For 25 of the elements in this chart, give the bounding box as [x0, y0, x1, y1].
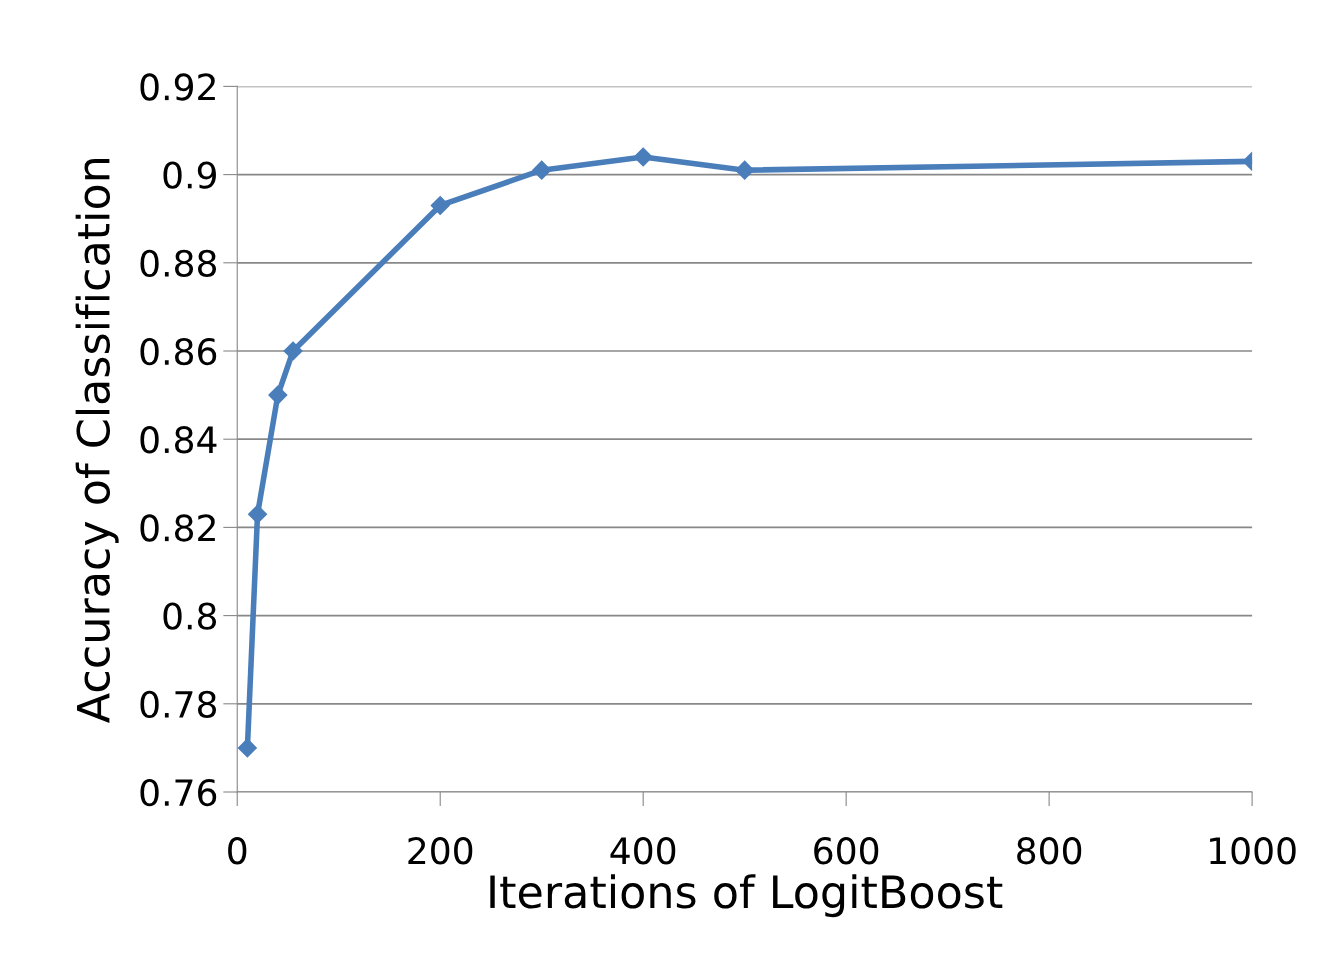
y-tick-label: 0.76	[140, 778, 217, 807]
x-tick-label: 400	[610, 837, 676, 865]
y-tick-label: 0.78	[140, 690, 217, 719]
y-tick-label: 0.9	[163, 161, 216, 189]
x-tick-label: 1000	[1210, 837, 1296, 865]
x-tick-label: 200	[408, 837, 473, 865]
point	[237, 738, 257, 758]
y-tick-label: 0.88	[140, 249, 217, 278]
point	[430, 195, 450, 216]
point	[532, 160, 552, 180]
x-tick-label: 600	[814, 837, 879, 865]
point	[735, 160, 755, 180]
point	[633, 147, 653, 167]
y-tick-label: 0.92	[140, 73, 215, 101]
y-tick-label: 0.86	[140, 337, 217, 366]
y-tick-label: 0.8	[163, 602, 217, 630]
x-tick-label: 800	[1017, 837, 1082, 865]
point	[283, 341, 303, 361]
x-tick-label: 0	[228, 837, 247, 865]
point	[268, 385, 288, 405]
point	[248, 504, 268, 524]
y-tick-label: 0.82	[140, 514, 215, 542]
y-axis-title: Accuracy of Classification	[75, 158, 119, 723]
y-tick-label: 0.84	[140, 426, 217, 454]
x-axis-title: Iterations of LogitBoost	[490, 874, 1003, 918]
